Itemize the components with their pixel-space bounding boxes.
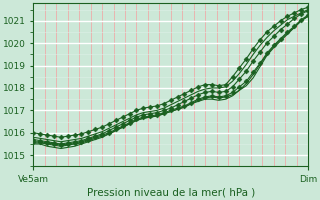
X-axis label: Pression niveau de la mer( hPa ): Pression niveau de la mer( hPa ): [87, 187, 255, 197]
